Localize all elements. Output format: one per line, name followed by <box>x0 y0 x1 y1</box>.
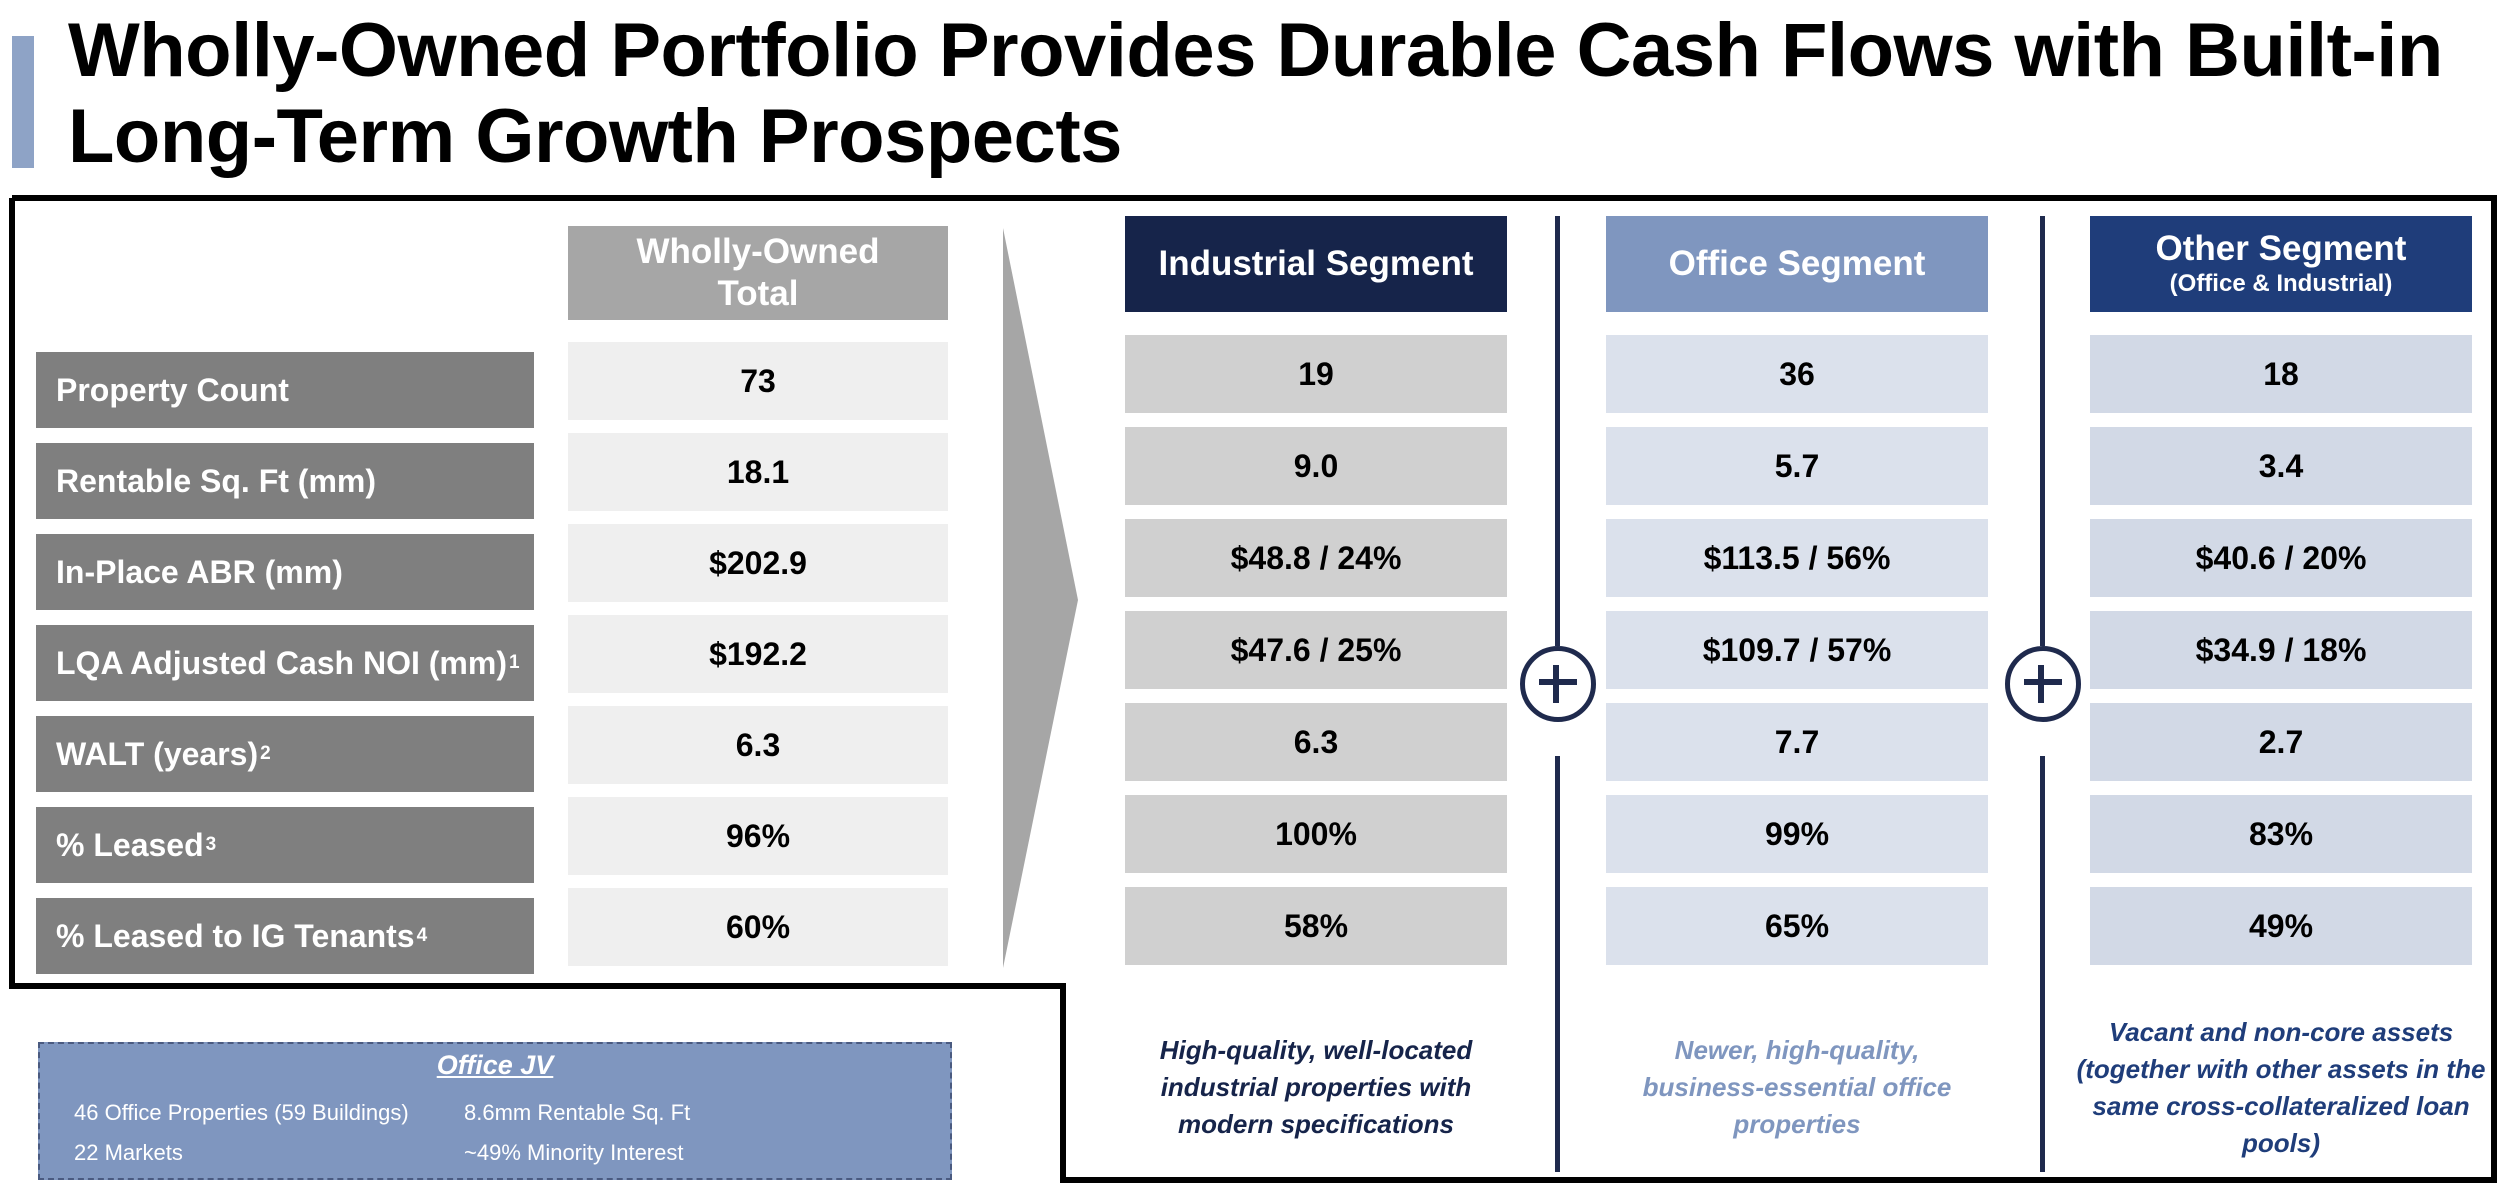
office-jv-box: Office JV 46 Office Properties (59 Build… <box>38 1042 952 1180</box>
industrial-cell: $47.6 / 25% <box>1125 611 1507 689</box>
row-label: Property Count <box>36 352 534 428</box>
industrial-cell: 58% <box>1125 887 1507 965</box>
row-label: In-Place ABR (mm) <box>36 534 534 610</box>
row-label: WALT (years) 2 <box>36 716 534 792</box>
office-cell: 99% <box>1606 795 1988 873</box>
other-cell: 2.7 <box>2090 703 2472 781</box>
total-cell: 96% <box>568 797 948 875</box>
plus-circle-icon <box>1520 646 1596 722</box>
office-jv-item: ~49% Minority Interest <box>464 1140 684 1165</box>
other-cell: $40.6 / 20% <box>2090 519 2472 597</box>
total-cell: 18.1 <box>568 433 948 511</box>
other-cell: 3.4 <box>2090 427 2472 505</box>
other-cell: $34.9 / 18% <box>2090 611 2472 689</box>
office-cell: $113.5 / 56% <box>1606 519 1988 597</box>
total-cell: 60% <box>568 888 948 966</box>
industrial-cell: 19 <box>1125 335 1507 413</box>
row-label: LQA Adjusted Cash NOI (mm) 1 <box>36 625 534 701</box>
industrial-cell: 6.3 <box>1125 703 1507 781</box>
total-cell: 6.3 <box>568 706 948 784</box>
office-cell: 5.7 <box>1606 427 1988 505</box>
industrial-description: High-quality, well-located industrial pr… <box>1159 1035 1473 1139</box>
office-jv-item: 8.6mm Rentable Sq. Ft <box>464 1100 691 1125</box>
office-header-text: Office Segment <box>1668 244 1926 283</box>
office-cell: 36 <box>1606 335 1988 413</box>
plus-circle-icon <box>2005 646 2081 722</box>
total-header: Wholly-Owned Total <box>568 226 948 320</box>
other-header-text: Other Segment <box>2155 229 2407 268</box>
office-cell: $109.7 / 57% <box>1606 611 1988 689</box>
divider-right-top <box>2040 216 2045 646</box>
other-header: Other Segment (Office & Industrial) <box>2090 216 2472 312</box>
total-cell: $202.9 <box>568 524 948 602</box>
total-header-text: Wholly-Owned Total <box>636 232 880 313</box>
total-cell: 73 <box>568 342 948 420</box>
divider-left-bottom <box>1555 756 1560 1172</box>
industrial-header-text: Industrial Segment <box>1158 244 1474 283</box>
office-description: Newer, high-quality, business-essential … <box>1642 1035 1952 1139</box>
row-label: Rentable Sq. Ft (mm) <box>36 443 534 519</box>
industrial-cell: 100% <box>1125 795 1507 873</box>
divider-right-bottom <box>2040 756 2045 1172</box>
arrow-chevron-icon <box>1003 228 1078 968</box>
title-accent-bar <box>12 36 34 168</box>
other-subheader-text: (Office & Industrial) <box>2169 270 2393 297</box>
office-header: Office Segment <box>1606 216 1988 312</box>
other-description: Vacant and non-core assets (together wit… <box>2076 1017 2486 1158</box>
industrial-header: Industrial Segment <box>1125 216 1507 312</box>
total-cell: $192.2 <box>568 615 948 693</box>
page-title: Wholly-Owned Portfolio Provides Durable … <box>68 8 2443 179</box>
industrial-cell: 9.0 <box>1125 427 1507 505</box>
office-jv-item: 22 Markets <box>74 1140 183 1165</box>
office-cell: 7.7 <box>1606 703 1988 781</box>
industrial-cell: $48.8 / 24% <box>1125 519 1507 597</box>
other-cell: 83% <box>2090 795 2472 873</box>
office-cell: 65% <box>1606 887 1988 965</box>
row-label: % Leased to IG Tenants 4 <box>36 898 534 974</box>
office-jv-item: 46 Office Properties (59 Buildings) <box>74 1100 409 1125</box>
other-cell: 49% <box>2090 887 2472 965</box>
row-label: % Leased 3 <box>36 807 534 883</box>
other-cell: 18 <box>2090 335 2472 413</box>
office-jv-title: Office JV <box>436 1050 554 1080</box>
divider-left-top <box>1555 216 1560 646</box>
